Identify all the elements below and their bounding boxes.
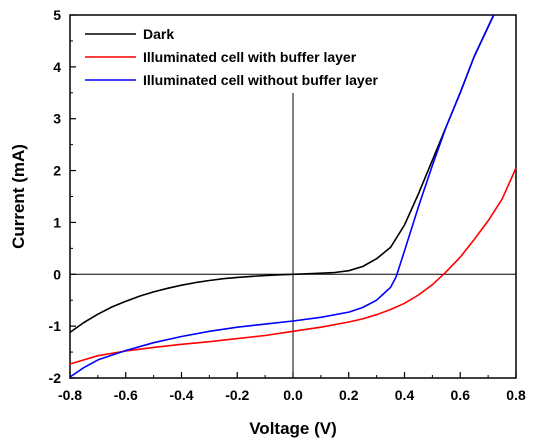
x-tick-label: 0.0 [283, 387, 303, 403]
x-tick-label: 0.2 [339, 387, 359, 403]
legend-label: Illuminated cell with buffer layer [143, 49, 357, 65]
legend-label: Dark [143, 26, 174, 42]
y-tick-label: 0 [53, 266, 61, 282]
x-tick-label: 0.6 [451, 387, 471, 403]
x-axis: -0.8 -0.6 -0.4 -0.2 0.0 0.2 0.4 0.6 0.8 [58, 372, 526, 403]
series-line-illuminated-cell-without-buffer-layer [69, 14, 495, 378]
x-tick-label: -0.4 [169, 387, 193, 403]
x-tick-label: -0.8 [58, 387, 82, 403]
x-tick-label: 0.4 [395, 387, 415, 403]
x-tick-label: -0.2 [225, 387, 249, 403]
y-axis: -2 -1 0 1 2 3 4 5 [49, 7, 76, 386]
plot-area [69, 14, 517, 379]
y-tick-label: 5 [53, 7, 61, 23]
legend-label: Illuminated cell without buffer layer [143, 72, 378, 88]
y-tick-label: 4 [53, 59, 61, 75]
x-tick-label: 0.8 [506, 387, 526, 403]
y-tick-label: -2 [49, 370, 62, 386]
y-tick-label: -1 [49, 318, 62, 334]
y-tick-label: 2 [53, 163, 61, 179]
x-axis-title: Voltage (V) [249, 419, 337, 438]
y-axis-title: Current (mA) [9, 144, 28, 249]
series-line-dark [69, 14, 495, 334]
y-tick-label: 3 [53, 111, 61, 127]
series-line-illuminated-cell-with-buffer-layer [69, 167, 517, 365]
x-tick-label: -0.6 [114, 387, 138, 403]
series-layer [69, 14, 517, 378]
y-tick-label: 1 [53, 214, 61, 230]
legend: Dark Illuminated cell with buffer layer Il… [85, 26, 378, 88]
